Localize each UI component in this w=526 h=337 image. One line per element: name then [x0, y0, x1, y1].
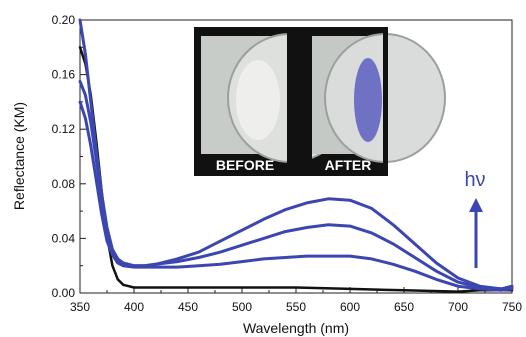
inset-label-after: AFTER [325, 157, 372, 173]
hv-arrow-head [469, 198, 483, 212]
x-tick-labels: 350 400 450 500 550 600 650 700 750 [70, 300, 522, 314]
x-tick-label: 600 [340, 300, 360, 314]
crystals-after [354, 58, 382, 142]
y-tick-labels: 0.00 0.04 0.08 0.12 0.16 0.20 [52, 13, 76, 300]
y-tick-label: 0.20 [52, 13, 76, 27]
x-tick-label: 400 [124, 300, 144, 314]
x-tick-label: 350 [70, 300, 90, 314]
inset-mask-right [383, 27, 388, 176]
y-tick-label: 0.08 [52, 177, 76, 191]
inset-photos: BEFORE AFTER [194, 27, 446, 176]
x-tick-label: 500 [232, 300, 252, 314]
hv-label: hν [464, 169, 485, 191]
inset-mask-mid [287, 27, 312, 176]
x-tick-label: 650 [394, 300, 414, 314]
x-tick-label: 550 [286, 300, 306, 314]
x-axis-label: Wavelength (nm) [243, 320, 349, 336]
crystals-before [236, 60, 280, 140]
series-line-1 [78, 100, 514, 292]
x-tick-label: 450 [178, 300, 198, 314]
y-tick-label: 0.00 [52, 286, 76, 300]
series-group [78, 18, 514, 293]
hv-arrow-icon [469, 198, 483, 268]
x-tick-label: 700 [448, 300, 468, 314]
y-tick-label: 0.12 [52, 122, 76, 136]
inset-label-before: BEFORE [216, 157, 274, 173]
y-axis-label: Reflectance (KM) [11, 102, 27, 210]
y-tick-label: 0.16 [52, 68, 76, 82]
series-line-3 [78, 18, 514, 291]
y-tick-label: 0.04 [52, 231, 76, 245]
x-tick-label: 750 [502, 300, 522, 314]
